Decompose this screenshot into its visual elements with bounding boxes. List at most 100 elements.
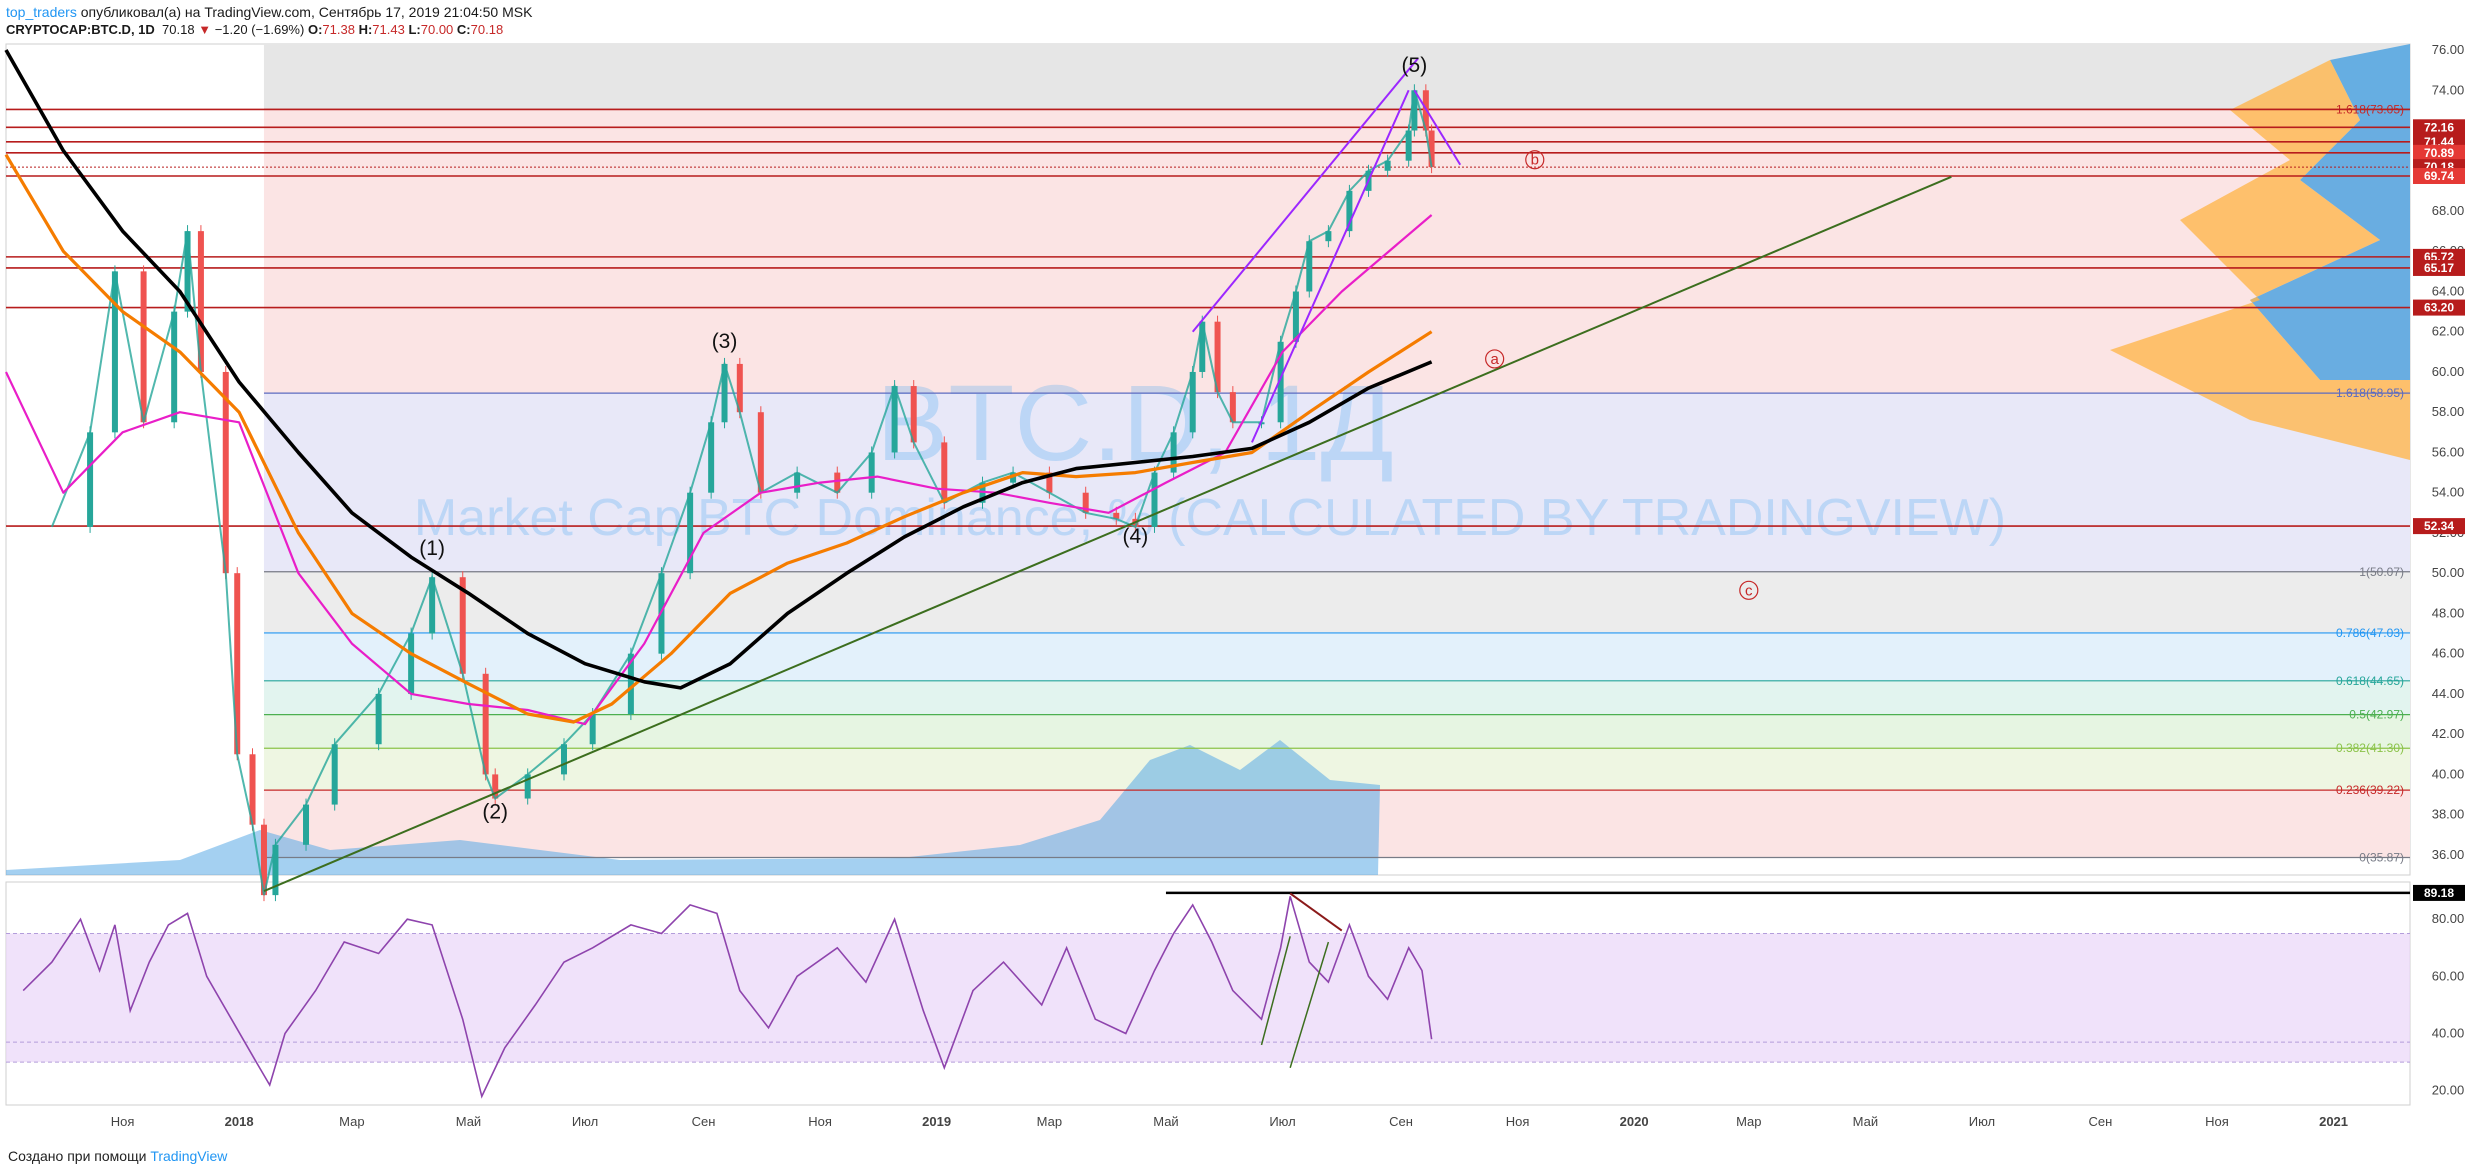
high-label: H: bbox=[358, 22, 373, 37]
rsi-line bbox=[22, 896, 1433, 1099]
x-tick-label: Ноя bbox=[1506, 1114, 1530, 1129]
y-tick-label: 74.00 bbox=[2432, 82, 2465, 97]
y-tick-label: 50.00 bbox=[2432, 565, 2465, 580]
low-value: 70.00 bbox=[420, 22, 454, 37]
close-label: C: bbox=[456, 22, 471, 37]
ma-magenta-line bbox=[5, 214, 1433, 726]
candle-body bbox=[1384, 160, 1391, 171]
candle-body bbox=[234, 573, 241, 755]
rsi-band bbox=[6, 933, 2410, 1063]
fib-zone bbox=[263, 714, 2410, 749]
wave-label: (4) bbox=[1123, 525, 1149, 548]
price-tag-label: 52.34 bbox=[2424, 519, 2454, 533]
candle-body bbox=[459, 577, 466, 674]
ma-orange-line bbox=[4, 153, 1433, 724]
price-tag-label: 69.74 bbox=[2424, 169, 2454, 183]
x-tick-label: 2018 bbox=[225, 1114, 254, 1129]
wave-label: (3) bbox=[712, 330, 738, 353]
y-tick-label: 76.00 bbox=[2432, 42, 2465, 57]
candle-body bbox=[1046, 472, 1053, 493]
y-tick-label: 64.00 bbox=[2432, 283, 2465, 298]
x-tick-label: Июл bbox=[1269, 1114, 1295, 1129]
candle-body bbox=[171, 311, 178, 423]
candle-body bbox=[492, 774, 499, 799]
candle-body bbox=[408, 633, 415, 694]
x-tick-label: Ноя bbox=[808, 1114, 832, 1129]
high-value: 71.43 bbox=[372, 22, 405, 37]
candle-body bbox=[429, 577, 436, 634]
price-tag-label: 72.16 bbox=[2424, 120, 2454, 134]
open-label: O: bbox=[307, 22, 323, 37]
candle-body bbox=[482, 673, 489, 775]
volume-profile-orange bbox=[2110, 60, 2410, 460]
y-tick-label: 62.00 bbox=[2432, 324, 2465, 339]
y-tick-label: 38.00 bbox=[2432, 807, 2465, 822]
author-link[interactable]: top_traders bbox=[6, 4, 77, 20]
candle-body bbox=[1214, 321, 1221, 393]
correction-label: c bbox=[1745, 582, 1753, 599]
candle-body bbox=[627, 653, 634, 715]
y-tick-label: 42.00 bbox=[2432, 726, 2465, 741]
price-tag-box bbox=[2413, 259, 2465, 276]
rsi-tick-label: 20.00 bbox=[2432, 1083, 2465, 1098]
tradingview-link[interactable]: TradingView bbox=[150, 1148, 228, 1164]
candle-body bbox=[1170, 432, 1177, 473]
y-tick-label: 68.00 bbox=[2432, 203, 2465, 218]
footer-credit: Создано при помощи TradingView bbox=[8, 1148, 227, 1164]
x-tick-label: Сен bbox=[2089, 1114, 2113, 1129]
candle-body bbox=[834, 472, 841, 493]
candle-body bbox=[111, 271, 118, 433]
candle-body bbox=[184, 231, 191, 312]
price-tag-label: 63.20 bbox=[2424, 301, 2454, 315]
candle-body bbox=[1229, 392, 1236, 423]
candle-body bbox=[757, 412, 764, 493]
candle-body bbox=[910, 386, 917, 443]
candle-body bbox=[891, 386, 898, 453]
candle-body bbox=[222, 371, 229, 574]
x-tick-label: Июл bbox=[572, 1114, 598, 1129]
y-tick-label: 44.00 bbox=[2432, 686, 2465, 701]
candle-body bbox=[1151, 472, 1158, 527]
x-tick-label: Ноя bbox=[111, 1114, 135, 1129]
fib-zone bbox=[263, 44, 2410, 110]
rsi-level-tag-box bbox=[2413, 884, 2465, 901]
fib-zone bbox=[263, 393, 2410, 572]
symbol-header: CRYPTOCAP:BTC.D, 1D 70.18 ▼ −1.20 (−1.69… bbox=[6, 22, 503, 37]
low-label: L: bbox=[408, 22, 421, 37]
x-tick-label: Сен bbox=[692, 1114, 716, 1129]
candle-body bbox=[87, 432, 94, 527]
candle-body bbox=[375, 693, 382, 745]
change-arrow: ▼ bbox=[198, 22, 212, 37]
rsi-level-tag: 89.18 bbox=[2424, 886, 2454, 900]
symbol-name[interactable]: CRYPTOCAP:BTC.D, 1D bbox=[6, 22, 155, 37]
x-tick-label: Май bbox=[1853, 1114, 1878, 1129]
candle-body bbox=[272, 844, 279, 896]
wave-label: (1) bbox=[419, 537, 445, 560]
fib-zone bbox=[263, 632, 2410, 681]
fib-label: 0.618(44.65) bbox=[2336, 674, 2404, 688]
candle-body bbox=[1306, 241, 1313, 292]
x-tick-label: Май bbox=[1153, 1114, 1178, 1129]
candle-body bbox=[1292, 291, 1299, 342]
candle-body bbox=[331, 744, 338, 805]
x-tick-label: 2020 bbox=[1620, 1114, 1649, 1129]
x-tick-label: 2019 bbox=[922, 1114, 951, 1129]
candle-body bbox=[1405, 130, 1412, 161]
candle-body bbox=[1113, 512, 1120, 519]
candle-body bbox=[260, 824, 267, 896]
y-tick-label: 56.00 bbox=[2432, 444, 2465, 459]
candle-body bbox=[1346, 190, 1353, 232]
x-tick-label: Мар bbox=[1037, 1114, 1062, 1129]
rsi-support-line bbox=[1289, 941, 1330, 1069]
correction-label: a bbox=[1490, 351, 1499, 368]
candle-body bbox=[561, 744, 568, 775]
x-tick-label: Сен bbox=[1389, 1114, 1413, 1129]
candle-body bbox=[794, 472, 801, 493]
price-tag-label: 70.89 bbox=[2424, 146, 2454, 160]
price-tag-label: 65.17 bbox=[2424, 261, 2454, 275]
candle-body bbox=[1189, 371, 1196, 433]
x-tick-label: Мар bbox=[1736, 1114, 1761, 1129]
candle-body bbox=[524, 774, 531, 799]
x-tick-label: 2021 bbox=[2319, 1114, 2348, 1129]
